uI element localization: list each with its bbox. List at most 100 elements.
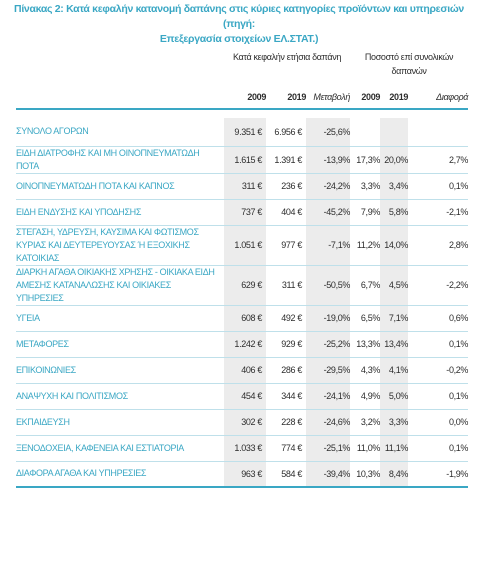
cell-pct-2019 xyxy=(380,118,409,147)
col-header-2019: 2019 xyxy=(266,86,306,110)
cell-pct-2009: 6,5% xyxy=(350,305,380,332)
table-row: ΕΠΙΚΟΙΝΩΝΙΕΣ 406 €286 € -29,5% 4,3% 4,1% -0,2… xyxy=(16,357,468,384)
row-label: ΥΓΕΙΑ xyxy=(16,305,224,332)
cell-change: -24,6% xyxy=(306,409,350,436)
caption-line-2: Επεξεργασία στοιχείων ΕΛ.ΣΤΑΤ.) xyxy=(159,33,319,45)
cell-pct-2009: 6,7% xyxy=(350,265,380,306)
table-row: ΥΓΕΙΑ 608 €492 € -19,0% 6,5% 7,1% 0,6% xyxy=(16,305,468,332)
cell-2009: 629 € xyxy=(224,265,266,306)
cell-pct-2019: 11,1% xyxy=(380,435,408,462)
table-row: ΑΝΑΨΥΧΗ ΚΑΙ ΠΟΛΙΤΙΣΜΟΣ 454 €344 € -24,1% 4,… xyxy=(16,383,468,410)
cell-difference xyxy=(408,118,469,147)
cell-2019: 774 € xyxy=(266,435,306,462)
cell-pct-2009: 4,3% xyxy=(350,357,380,384)
cell-difference: 2,7% xyxy=(408,146,468,174)
cell-2019: 404 € xyxy=(266,199,306,226)
cell-difference: -2,2% xyxy=(408,265,468,306)
cell-pct-2019: 5,0% xyxy=(380,383,408,410)
cell-2019: 236 € xyxy=(266,173,306,200)
cell-2019: 311 € xyxy=(266,265,306,306)
cell-difference: -1,9% xyxy=(408,461,468,488)
expenditure-table: Κατά κεφαλήν ετήσια δαπάνη Ποσοστό επί σ… xyxy=(16,50,468,488)
row-label: ΔΙΑΡΚΗ ΑΓΑΘΑ ΟΙΚΙΑΚΗΣ ΧΡΗΣΗΣ - ΟΙΚΙΑΚΑ Ε… xyxy=(16,265,224,306)
table-caption: Πίνακας 2: Κατά κεφαλήν κατανομή δαπάνης… xyxy=(8,2,470,47)
row-label: ΞΕΝΟΔΟΧΕΙΑ, ΚΑΦΕΝΕΙΑ ΚΑΙ ΕΣΤΙΑΤΟΡΙΑ xyxy=(16,435,224,462)
cell-change: -13,9% xyxy=(306,146,350,174)
cell-2009: 406 € xyxy=(224,357,266,384)
cell-2009: 454 € xyxy=(224,383,266,410)
cell-change: -39,4% xyxy=(306,461,350,488)
cell-difference: 2,8% xyxy=(408,225,468,266)
cell-2019: 344 € xyxy=(266,383,306,410)
cell-pct-2009: 11,0% xyxy=(350,435,380,462)
table-row: ΜΕΤΑΦΟΡΕΣ 1.242 €929 € -25,2% 13,3% 13,4% 0,1… xyxy=(16,331,468,358)
cell-pct-2019: 3,3% xyxy=(380,409,408,436)
cell-2009: 302 € xyxy=(224,409,266,436)
cell-2019: 492 € xyxy=(266,305,306,332)
cell-pct-2019: 13,4% xyxy=(380,331,408,358)
cell-2019: 286 € xyxy=(266,357,306,384)
cell-pct-2019: 7,1% xyxy=(380,305,408,332)
row-label: ΣΥΝΟΛΟ ΑΓΟΡΩΝ xyxy=(16,118,224,147)
header-group-row: Κατά κεφαλήν ετήσια δαπάνη Ποσοστό επί σ… xyxy=(16,50,468,86)
cell-change: -45,2% xyxy=(306,199,350,226)
cell-difference: 0,1% xyxy=(408,173,468,200)
row-label: ΑΝΑΨΥΧΗ ΚΑΙ ΠΟΛΙΤΙΣΜΟΣ xyxy=(16,383,224,410)
col-header-2009: 2009 xyxy=(224,86,266,110)
cell-change: -19,0% xyxy=(306,305,350,332)
cell-difference: 0,1% xyxy=(408,383,468,410)
table-row: ΔΙΑΡΚΗ ΑΓΑΘΑ ΟΙΚΙΑΚΗΣ ΧΡΗΣΗΣ - ΟΙΚΙΑΚΑ Ε… xyxy=(16,265,468,306)
cell-pct-2019: 3,4% xyxy=(380,173,408,200)
cell-2009: 1.242 € xyxy=(224,331,266,358)
table-body: ΣΥΝΟΛΟ ΑΓΟΡΩΝ 9.351 €6.956 € -25,6% ΕΙΔΗ ΔΙ… xyxy=(16,118,469,488)
cell-2019: 584 € xyxy=(266,461,306,488)
row-label: ΕΚΠΑΙΔΕΥΣΗ xyxy=(16,409,224,436)
cell-pct-2009: 11,2% xyxy=(350,225,380,266)
cell-pct-2009: 7,9% xyxy=(350,199,380,226)
cell-pct-2009 xyxy=(350,118,381,147)
cell-2009: 9.351 € xyxy=(224,118,266,147)
cell-2009: 1.615 € xyxy=(224,146,266,174)
cell-pct-2009: 3,3% xyxy=(350,173,380,200)
row-label: ΔΙΑΦΟΡΑ ΑΓΑΘΑ ΚΑΙ ΥΠΗΡΕΣΙΕΣ xyxy=(16,461,224,488)
row-label: ΕΙΔΗ ΕΝΔΥΣΗΣ ΚΑΙ ΥΠΟΔΗΣΗΣ xyxy=(16,199,224,226)
table-row: ΣΥΝΟΛΟ ΑΓΟΡΩΝ 9.351 €6.956 € -25,6% xyxy=(16,118,469,147)
cell-pct-2009: 3,2% xyxy=(350,409,380,436)
row-label: ΕΙΔΗ ΔΙΑΤΡΟΦΗΣ ΚΑΙ ΜΗ ΟΙΝΟΠΝΕΥΜΑΤΩΔΗ ΠΟΤ… xyxy=(16,146,224,174)
cell-difference: 0,0% xyxy=(408,409,468,436)
cell-difference: -2,1% xyxy=(408,199,468,226)
cell-pct-2009: 13,3% xyxy=(350,331,380,358)
cell-2019: 929 € xyxy=(266,331,306,358)
cell-2009: 963 € xyxy=(224,461,266,488)
cell-pct-2019: 4,5% xyxy=(380,265,408,306)
table-row: ΕΙΔΗ ΔΙΑΤΡΟΦΗΣ ΚΑΙ ΜΗ ΟΙΝΟΠΝΕΥΜΑΤΩΔΗ ΠΟΤ… xyxy=(16,146,468,174)
cell-difference: 0,1% xyxy=(408,331,468,358)
header-group-share: Ποσοστό επί συνολικών δαπανών xyxy=(364,52,454,76)
table-row: ΟΙΝΟΠΝΕΥΜΑΤΩΔΗ ΠΟΤΑ ΚΑΙ ΚΑΠΝΟΣ 311 €236 €… xyxy=(16,173,468,200)
cell-change: -24,2% xyxy=(306,173,350,200)
table-row: ΔΙΑΦΟΡΑ ΑΓΑΘΑ ΚΑΙ ΥΠΗΡΕΣΙΕΣ 963 €584 € -39… xyxy=(16,461,468,488)
cell-difference: 0,6% xyxy=(408,305,468,332)
cell-pct-2019: 8,4% xyxy=(380,461,408,488)
cell-change: -7,1% xyxy=(306,225,350,266)
cell-pct-2009: 17,3% xyxy=(350,146,380,174)
cell-difference: -0,2% xyxy=(408,357,468,384)
cell-pct-2019: 5,8% xyxy=(380,199,408,226)
cell-pct-2009: 10,3% xyxy=(350,461,380,488)
caption-line-1: Πίνακας 2: Κατά κεφαλήν κατανομή δαπάνης… xyxy=(14,3,464,30)
cell-2009: 608 € xyxy=(224,305,266,332)
table-row: ΕΙΔΗ ΕΝΔΥΣΗΣ ΚΑΙ ΥΠΟΔΗΣΗΣ 737 €404 € -45,2… xyxy=(16,199,468,226)
table-row: ΕΚΠΑΙΔΕΥΣΗ 302 €228 € -24,6% 3,2% 3,3% 0,0% xyxy=(16,409,468,436)
cell-2019: 6.956 € xyxy=(266,118,306,147)
cell-change: -50,5% xyxy=(306,265,350,306)
table-row: ΣΤΕΓΑΣΗ, ΥΔΡΕΥΣΗ, ΚΑΥΣΙΜΑ ΚΑΙ ΦΩΤΙΣΜΟΣ Κ… xyxy=(16,225,468,266)
table-row: ΞΕΝΟΔΟΧΕΙΑ, ΚΑΦΕΝΕΙΑ ΚΑΙ ΕΣΤΙΑΤΟΡΙΑ 1.033… xyxy=(16,435,468,462)
row-label: ΕΠΙΚΟΙΝΩΝΙΕΣ xyxy=(16,357,224,384)
cell-2019: 977 € xyxy=(266,225,306,266)
cell-difference: 0,1% xyxy=(408,435,468,462)
cell-pct-2019: 4,1% xyxy=(380,357,408,384)
header-group-per-capita: Κατά κεφαλήν ετήσια δαπάνη xyxy=(233,52,342,62)
cell-change: -29,5% xyxy=(306,357,350,384)
col-header-difference: Διαφορά xyxy=(408,86,468,110)
